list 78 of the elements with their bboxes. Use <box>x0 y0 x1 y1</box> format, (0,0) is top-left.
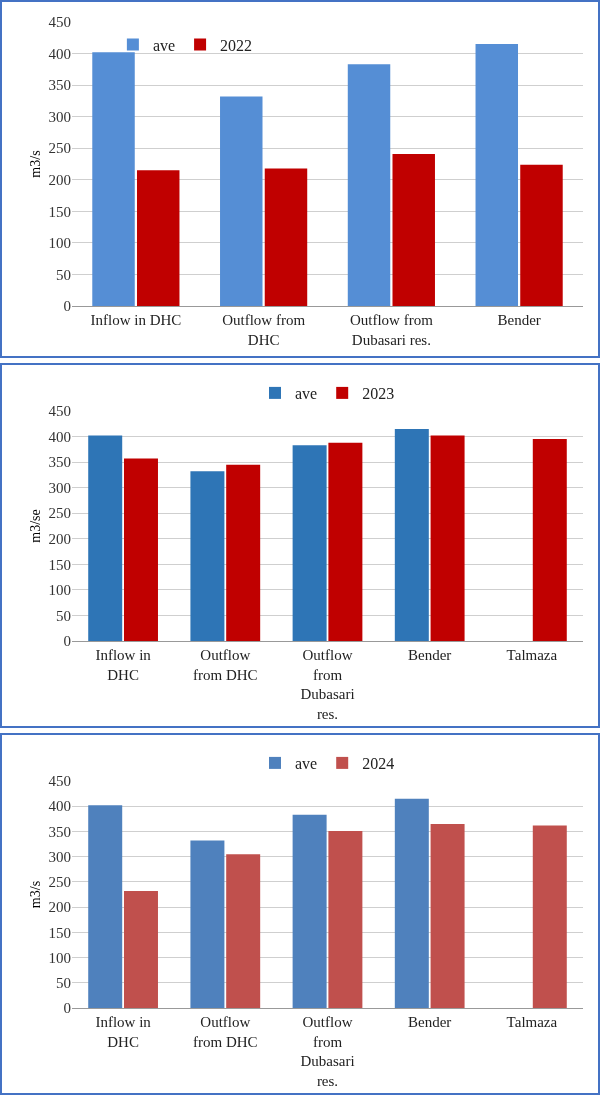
y-axis-title: m3/s <box>28 150 44 178</box>
y-tick-label: 50 <box>56 607 71 624</box>
y-tick-label: 200 <box>48 172 71 189</box>
x-tick-label: Inflow in DHC <box>95 647 152 683</box>
bar <box>394 798 429 1008</box>
bar <box>136 170 180 306</box>
x-tick-label: Outflow from DHC <box>193 647 258 683</box>
y-tick-label: 100 <box>48 235 71 252</box>
bar <box>328 442 363 641</box>
bar <box>88 435 123 641</box>
y-tick-label: 200 <box>48 899 71 916</box>
y-tick-label: 150 <box>48 924 71 941</box>
bar <box>226 464 261 641</box>
x-tick-label: Talmaza <box>506 647 558 663</box>
y-tick-label: 350 <box>48 454 71 471</box>
legend-label: 2024 <box>362 755 395 773</box>
y-tick-label: 350 <box>48 823 71 840</box>
bar <box>220 96 263 306</box>
x-tick-label: Bender <box>497 312 541 328</box>
x-tick-label: Outflow from DHC <box>222 312 306 348</box>
bar <box>264 168 308 306</box>
bar <box>430 435 465 641</box>
y-tick-label: 50 <box>56 266 71 283</box>
y-tick-label: 300 <box>48 848 71 865</box>
y-tick-label: 50 <box>56 975 71 992</box>
bar <box>430 823 465 1008</box>
y-tick-label: 200 <box>48 531 71 548</box>
x-tick-label: Bender <box>408 1014 452 1030</box>
bar <box>123 890 158 1008</box>
y-tick-label: 100 <box>48 949 71 966</box>
x-tick-label: Inflow in DHC <box>95 1014 152 1050</box>
x-tick-label: Outflow from Dubasari res. <box>349 312 434 348</box>
bar <box>532 825 567 1008</box>
legend-label: 2023 <box>362 385 395 403</box>
legend-label: ave <box>152 36 176 54</box>
x-tick-label: Bender <box>408 647 452 663</box>
bar <box>123 458 158 641</box>
y-tick-label: 450 <box>48 773 71 790</box>
y-axis-title: m3/s <box>28 880 44 909</box>
bar <box>392 153 435 306</box>
y-tick-label: 250 <box>48 505 71 522</box>
y-tick-label: 300 <box>48 108 71 125</box>
x-tick-label: Outflow from Dubasari res. <box>300 647 355 722</box>
bar <box>190 840 225 1008</box>
y-tick-label: 0 <box>63 1000 71 1017</box>
y-tick-label: 0 <box>63 633 71 650</box>
bar <box>292 445 327 641</box>
bar <box>328 830 363 1008</box>
x-tick-label: Inflow in DHC <box>90 312 182 328</box>
bar <box>190 471 225 641</box>
y-tick-label: 450 <box>48 403 71 420</box>
bar <box>226 854 261 1008</box>
y-tick-label: 250 <box>48 874 71 891</box>
legend-label: 2022 <box>220 36 253 54</box>
y-tick-label: 150 <box>48 556 71 573</box>
y-tick-label: 400 <box>48 45 71 62</box>
x-tick-label: Outflow from Dubasari res. <box>300 1014 355 1089</box>
y-tick-label: 100 <box>48 582 71 599</box>
bar <box>520 164 563 306</box>
bar <box>88 805 123 1008</box>
y-tick-label: 150 <box>48 203 71 220</box>
bar <box>475 44 519 306</box>
bar <box>347 64 391 306</box>
x-tick-label: Outflow from DHC <box>193 1014 258 1050</box>
y-tick-label: 0 <box>63 298 71 315</box>
y-tick-label: 350 <box>48 77 71 94</box>
x-tick-label: Talmaza <box>506 1014 558 1030</box>
bar <box>292 814 327 1008</box>
legend-label: ave <box>295 755 318 773</box>
bar <box>394 428 429 641</box>
y-axis-title: m3/se <box>28 509 44 543</box>
y-tick-label: 400 <box>48 798 71 815</box>
y-tick-label: 300 <box>48 479 71 496</box>
bar <box>532 439 567 641</box>
legend-label: ave <box>295 385 318 403</box>
y-tick-label: 400 <box>48 428 71 445</box>
y-tick-label: 250 <box>48 140 71 157</box>
y-tick-label: 450 <box>48 14 71 31</box>
